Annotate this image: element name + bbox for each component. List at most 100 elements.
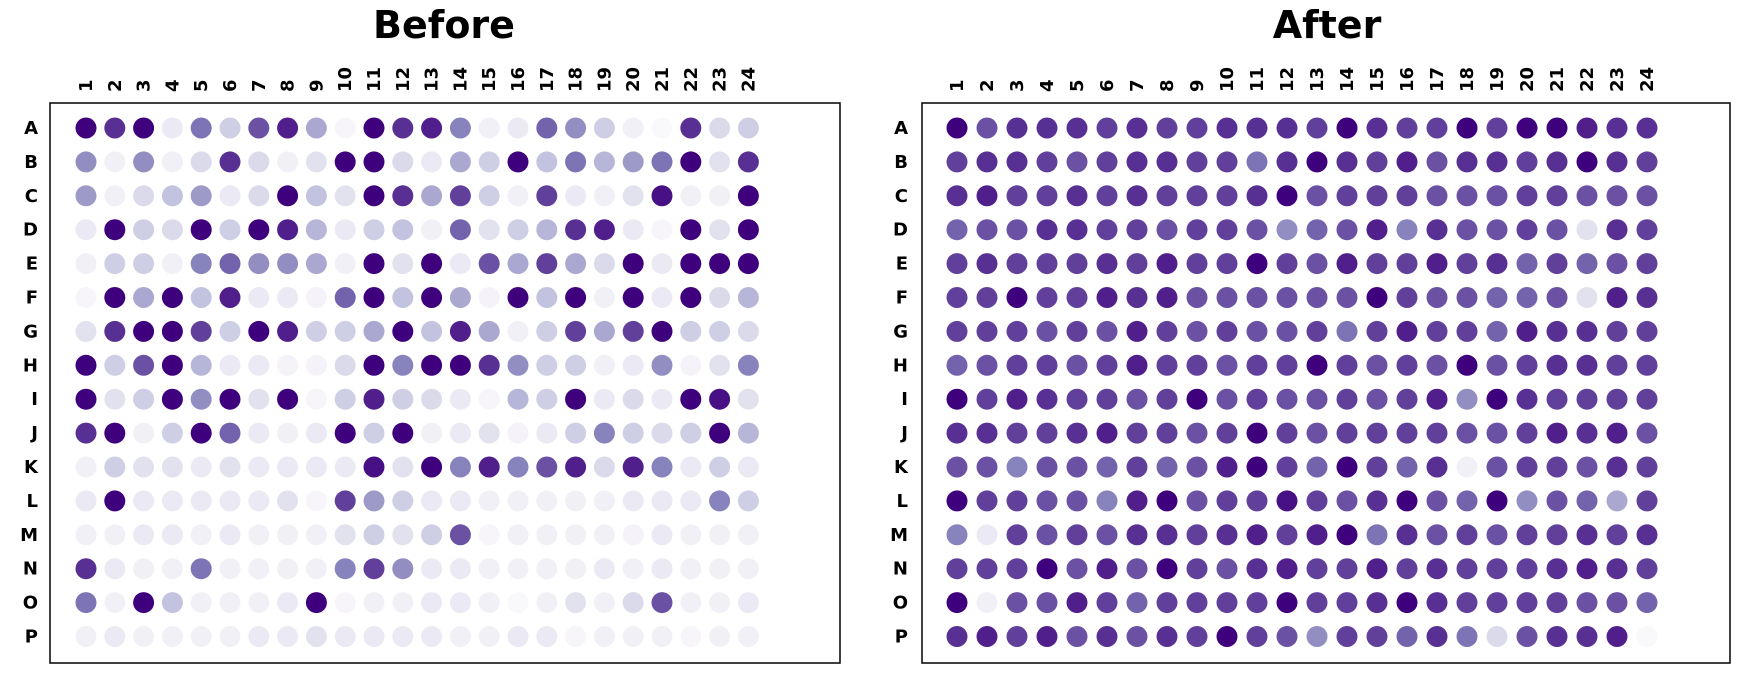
well-D9 bbox=[305, 219, 327, 241]
well-F14 bbox=[1336, 287, 1358, 308]
well-E11 bbox=[363, 253, 385, 275]
well-P13 bbox=[421, 626, 443, 647]
well-N15 bbox=[1366, 558, 1388, 580]
well-D15 bbox=[1366, 219, 1388, 241]
well-H17 bbox=[1426, 354, 1448, 376]
well-F14 bbox=[449, 287, 471, 308]
well-F11 bbox=[1246, 287, 1268, 308]
well-N6 bbox=[219, 558, 241, 580]
well-D6 bbox=[219, 219, 241, 241]
well-N4 bbox=[1036, 558, 1058, 580]
well-H19 bbox=[593, 354, 615, 376]
well-H1 bbox=[946, 354, 968, 376]
well-D14 bbox=[449, 219, 471, 241]
well-I13 bbox=[1306, 388, 1328, 410]
row-label: A bbox=[24, 118, 38, 139]
well-A24 bbox=[737, 117, 759, 139]
well-A5 bbox=[1066, 117, 1088, 139]
well-P2 bbox=[104, 626, 126, 647]
well-C15 bbox=[478, 185, 500, 207]
well-N4 bbox=[161, 558, 183, 580]
well-E24 bbox=[1636, 253, 1658, 275]
well-C11 bbox=[1246, 185, 1268, 207]
well-M10 bbox=[334, 524, 356, 546]
well-G2 bbox=[104, 320, 126, 342]
well-J2 bbox=[104, 422, 126, 444]
well-H21 bbox=[651, 354, 673, 376]
well-L1 bbox=[946, 490, 968, 512]
well-M21 bbox=[1546, 524, 1568, 546]
well-F7 bbox=[1126, 287, 1148, 308]
row-label: H bbox=[23, 355, 38, 376]
well-D12 bbox=[392, 219, 414, 241]
well-A23 bbox=[709, 117, 731, 139]
well-E1 bbox=[946, 253, 968, 275]
well-M19 bbox=[593, 524, 615, 546]
well-B6 bbox=[1096, 151, 1118, 173]
well-J15 bbox=[478, 422, 500, 444]
well-E24 bbox=[737, 253, 759, 275]
well-N23 bbox=[709, 558, 731, 580]
row-label: I bbox=[901, 389, 908, 410]
well-P13 bbox=[1306, 626, 1328, 647]
well-I12 bbox=[1276, 388, 1298, 410]
well-N7 bbox=[1126, 558, 1148, 580]
well-P8 bbox=[1156, 626, 1178, 647]
column-label: 3 bbox=[1007, 79, 1028, 92]
well-J1 bbox=[946, 422, 968, 444]
well-L14 bbox=[1336, 490, 1358, 512]
well-H8 bbox=[277, 354, 299, 376]
well-D5 bbox=[190, 219, 212, 241]
well-A11 bbox=[1246, 117, 1268, 139]
well-G19 bbox=[1486, 320, 1508, 342]
well-I18 bbox=[565, 388, 587, 410]
well-K19 bbox=[593, 456, 615, 478]
well-F7 bbox=[248, 287, 270, 308]
well-M11 bbox=[363, 524, 385, 546]
well-H15 bbox=[478, 354, 500, 376]
well-L20 bbox=[1516, 490, 1538, 512]
well-H12 bbox=[1276, 354, 1298, 376]
well-E20 bbox=[1516, 253, 1538, 275]
well-P15 bbox=[1366, 626, 1388, 647]
well-J7 bbox=[1126, 422, 1148, 444]
column-label: 9 bbox=[1187, 79, 1208, 92]
well-L16 bbox=[1396, 490, 1418, 512]
well-B10 bbox=[334, 151, 356, 173]
well-K17 bbox=[1426, 456, 1448, 478]
well-F2 bbox=[976, 287, 998, 308]
well-L19 bbox=[593, 490, 615, 512]
well-C7 bbox=[1126, 185, 1148, 207]
well-N24 bbox=[737, 558, 759, 580]
well-K16 bbox=[507, 456, 529, 478]
well-J6 bbox=[1096, 422, 1118, 444]
well-P15 bbox=[478, 626, 500, 647]
well-D13 bbox=[1306, 219, 1328, 241]
well-P23 bbox=[1606, 626, 1628, 647]
well-G6 bbox=[219, 320, 241, 342]
well-F12 bbox=[392, 287, 414, 308]
well-G15 bbox=[1366, 320, 1388, 342]
well-N16 bbox=[1396, 558, 1418, 580]
well-F20 bbox=[622, 287, 644, 308]
well-N24 bbox=[1636, 558, 1658, 580]
well-D4 bbox=[161, 219, 183, 241]
well-C14 bbox=[449, 185, 471, 207]
well-A19 bbox=[1486, 117, 1508, 139]
well-M4 bbox=[1036, 524, 1058, 546]
well-I7 bbox=[248, 388, 270, 410]
well-E20 bbox=[622, 253, 644, 275]
well-L14 bbox=[449, 490, 471, 512]
well-B8 bbox=[1156, 151, 1178, 173]
well-L6 bbox=[1096, 490, 1118, 512]
column-label: 22 bbox=[1577, 67, 1598, 92]
well-I11 bbox=[1246, 388, 1268, 410]
well-F16 bbox=[507, 287, 529, 308]
well-D1 bbox=[946, 219, 968, 241]
well-I13 bbox=[421, 388, 443, 410]
well-G21 bbox=[1546, 320, 1568, 342]
well-F6 bbox=[1096, 287, 1118, 308]
well-F9 bbox=[305, 287, 327, 308]
well-C4 bbox=[161, 185, 183, 207]
